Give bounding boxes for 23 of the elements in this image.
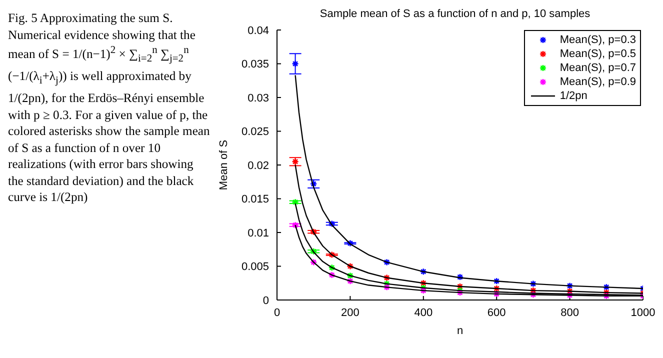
x-axis-title: n xyxy=(456,325,464,337)
y-tick-label: 0.005 xyxy=(241,261,269,274)
legend-label: Mean(S), p=0.5 xyxy=(560,47,636,61)
legend-label: Mean(S), p=0.3 xyxy=(560,33,636,47)
legend-label: 1/2pn xyxy=(560,89,588,103)
x-tick-label: 800 xyxy=(560,306,579,319)
y-tick-label: 0.015 xyxy=(241,194,269,206)
legend-label: Mean(S), p=0.9 xyxy=(560,75,636,89)
x-tick-label: 0 xyxy=(274,306,280,319)
x-tick-label: 600 xyxy=(487,306,506,319)
x-tick-label: 400 xyxy=(414,306,433,319)
y-tick-label: 0.04 xyxy=(248,24,269,37)
x-tick-label: 1000 xyxy=(630,306,656,319)
chart-title: Sample mean of S as a function of n and p, 10 samples xyxy=(318,8,592,22)
y-tick-label: 0.03 xyxy=(248,92,269,104)
y-tick-label: 0 xyxy=(262,294,269,307)
x-tick-label: 200 xyxy=(341,306,360,319)
y-tick-label: 0.035 xyxy=(241,58,269,71)
y-tick-label: 0.02 xyxy=(248,160,269,172)
y-axis-title: Mean of S xyxy=(218,140,230,190)
legend-label: Mean(S), p=0.7 xyxy=(560,61,636,75)
y-tick-label: 0.025 xyxy=(241,126,269,138)
y-tick-label: 0.01 xyxy=(248,227,269,240)
